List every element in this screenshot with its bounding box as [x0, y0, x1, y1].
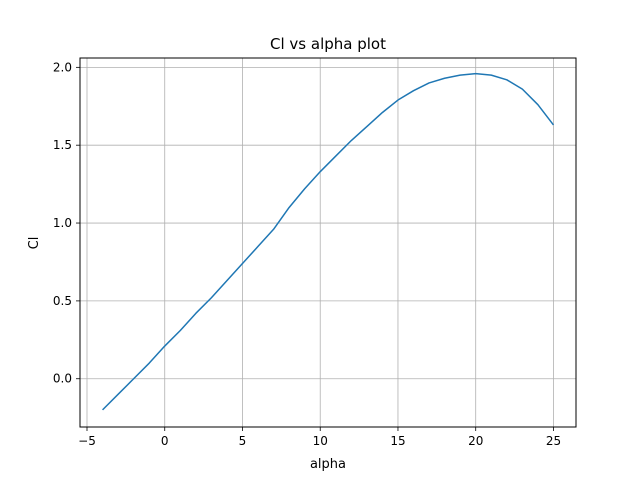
x-tick-label: 25 — [546, 434, 561, 448]
x-tick-label: −5 — [78, 434, 96, 448]
tick-layer: −5 0 5 10 15 20 25 0.0 0.5 1.0 1.5 2.0 — [53, 60, 561, 448]
data-point — [428, 82, 429, 83]
data-point — [117, 394, 118, 395]
data-point — [506, 79, 507, 80]
axes-frame — [79, 57, 577, 428]
data-point — [273, 229, 274, 230]
y-axis-label: Cl — [27, 237, 42, 250]
data-point — [226, 280, 227, 281]
data-point — [133, 378, 134, 379]
x-tick-label: 5 — [239, 434, 247, 448]
data-point — [537, 104, 538, 105]
data-point — [320, 171, 321, 172]
chart-title: Cl vs alpha plot — [270, 35, 386, 53]
grid-layer — [80, 58, 576, 427]
data-point — [475, 73, 476, 74]
data-point — [522, 89, 523, 90]
x-tick-label: 15 — [390, 434, 405, 448]
x-tick-label: 10 — [313, 434, 328, 448]
x-axis-label: alpha — [310, 457, 346, 472]
data-point — [382, 112, 383, 113]
data-point — [195, 313, 196, 314]
data-point — [413, 90, 414, 91]
series-line — [102, 72, 555, 411]
data-point — [180, 330, 181, 331]
data-point — [491, 75, 492, 76]
data-point — [257, 246, 258, 247]
x-tick-label: 20 — [468, 434, 483, 448]
y-tick-label: 1.0 — [53, 216, 72, 230]
data-point — [444, 78, 445, 79]
x-tick-label: 0 — [161, 434, 169, 448]
data-point — [351, 140, 352, 141]
data-point — [335, 155, 336, 156]
data-point — [460, 75, 461, 76]
data-point — [397, 99, 398, 100]
data-point — [366, 126, 367, 127]
y-tick-label: 1.5 — [53, 138, 72, 152]
y-tick-label: 2.0 — [53, 60, 72, 74]
data-point — [149, 363, 150, 364]
data-point — [164, 345, 165, 346]
series-layer — [102, 72, 555, 411]
y-tick-label: 0.5 — [53, 294, 72, 308]
data-point — [242, 263, 243, 264]
y-tick-label: 0.0 — [53, 372, 72, 386]
data-point — [102, 409, 103, 410]
data-point — [553, 124, 554, 125]
data-point — [289, 207, 290, 208]
data-point — [211, 297, 212, 298]
data-point — [304, 188, 305, 189]
